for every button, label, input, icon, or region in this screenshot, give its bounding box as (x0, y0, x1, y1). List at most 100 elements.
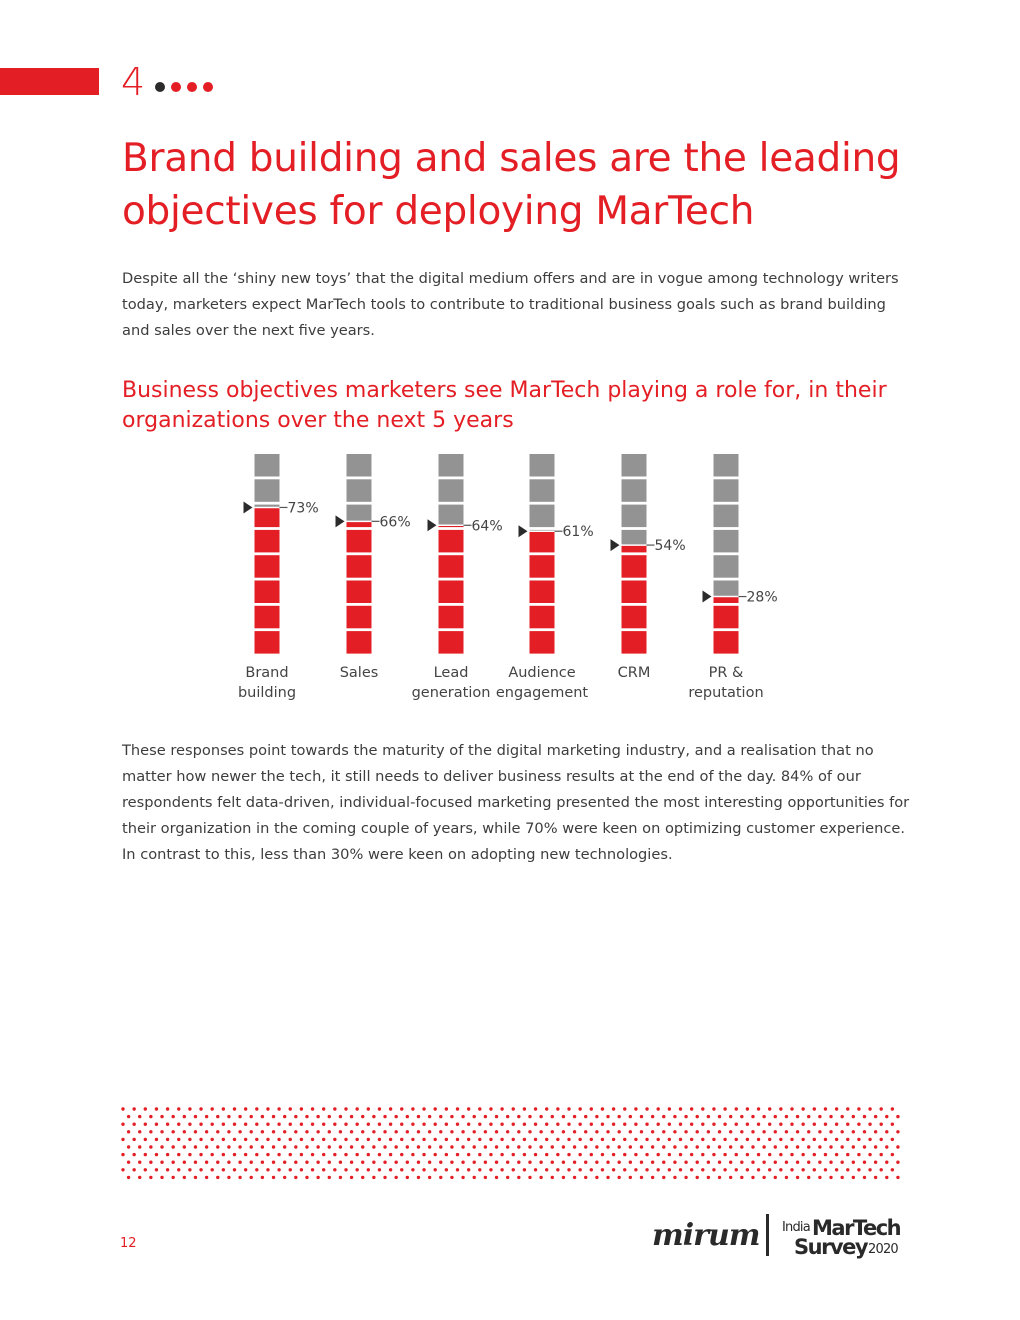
pattern-dot (143, 1152, 147, 1157)
pattern-dot (216, 1130, 220, 1134)
pattern-dot (868, 1122, 872, 1126)
pattern-dot (595, 1160, 599, 1164)
value-label: 64% (472, 518, 503, 534)
pattern-dot (338, 1130, 343, 1134)
pattern-dot (550, 1130, 554, 1134)
pattern-dot (355, 1107, 359, 1111)
pattern-dot (617, 1160, 621, 1164)
pattern-dot (327, 1175, 331, 1180)
pattern-dot (701, 1152, 705, 1157)
pattern-dot (751, 1160, 755, 1164)
pattern-dot (489, 1122, 493, 1126)
pattern-dot (762, 1145, 766, 1149)
pattern-dot (305, 1175, 309, 1180)
pattern-dot (483, 1160, 488, 1164)
pattern-dot (545, 1137, 549, 1142)
pattern-dot (439, 1114, 443, 1119)
pattern-dot (650, 1130, 655, 1134)
bar-segment (438, 504, 464, 526)
pattern-dot (316, 1175, 320, 1180)
pattern-dot (400, 1152, 404, 1157)
pattern-dot (606, 1114, 610, 1119)
pattern-dot (600, 1137, 605, 1142)
bar-segment (621, 631, 647, 654)
pattern-dot (143, 1122, 147, 1126)
pattern-dot (717, 1130, 722, 1134)
pattern-dot (182, 1160, 187, 1164)
pattern-dot (595, 1175, 599, 1180)
pattern-dot (851, 1160, 856, 1164)
pattern-dot (667, 1122, 672, 1126)
pattern-dot (466, 1152, 471, 1157)
pattern-dot (862, 1160, 867, 1164)
pattern-dot (394, 1130, 398, 1134)
pattern-dot (879, 1137, 883, 1142)
pattern-dot (885, 1130, 889, 1134)
pattern-dot (450, 1130, 454, 1134)
pattern-dot (673, 1114, 677, 1119)
pattern-dot (138, 1145, 142, 1149)
pattern-dot (623, 1168, 627, 1172)
pattern-dot (768, 1137, 772, 1142)
pattern-dot (567, 1168, 571, 1172)
pattern-dot (249, 1175, 253, 1180)
pattern-dot (645, 1137, 649, 1142)
bar-segment (621, 504, 647, 528)
pattern-dot (299, 1168, 304, 1172)
pattern-dot (500, 1137, 504, 1142)
pattern-dot (310, 1122, 315, 1126)
pattern-dot (600, 1152, 605, 1157)
pattern-dot (439, 1145, 443, 1149)
mirum-logo: mirum (652, 1218, 760, 1253)
pattern-dot (427, 1175, 432, 1180)
pattern-dot (639, 1160, 644, 1164)
pattern-dot (221, 1168, 226, 1172)
pattern-dot (896, 1160, 900, 1164)
pattern-dot (427, 1145, 432, 1149)
pattern-dot (255, 1107, 259, 1111)
pattern-dot (193, 1160, 198, 1164)
pattern-dot (862, 1175, 867, 1180)
pattern-dot (545, 1152, 549, 1157)
pattern-dot (600, 1168, 605, 1172)
pattern-dot (221, 1137, 226, 1142)
pattern-dot (556, 1107, 560, 1111)
pattern-dot (193, 1130, 198, 1134)
pattern-dot (595, 1130, 599, 1134)
pattern-dot (684, 1145, 688, 1149)
pattern-dot (210, 1107, 214, 1111)
bar-segment (254, 631, 280, 654)
section-dot (171, 82, 181, 92)
pattern-dot (689, 1152, 694, 1157)
pattern-dot (567, 1122, 571, 1126)
pattern-dot (422, 1168, 426, 1172)
pattern-dot (695, 1114, 699, 1119)
pattern-dot (762, 1175, 766, 1180)
pattern-dot (149, 1175, 153, 1180)
bar-segment (346, 529, 372, 553)
pattern-dot (177, 1137, 181, 1142)
pattern-dot (773, 1114, 777, 1119)
survey-logo-india: India (782, 1220, 811, 1235)
pattern-dot (361, 1114, 365, 1119)
pattern-dot (322, 1152, 326, 1157)
pattern-dot (149, 1160, 153, 1164)
pattern-dot (584, 1145, 588, 1149)
pattern-dot (589, 1168, 593, 1172)
pattern-dot (639, 1114, 644, 1119)
pattern-dot (327, 1145, 331, 1149)
pattern-dot (294, 1114, 298, 1119)
pattern-dot (528, 1145, 532, 1149)
pattern-dot (545, 1168, 549, 1172)
pattern-dot (388, 1107, 393, 1111)
pattern-dot (779, 1122, 783, 1126)
pattern-dot (494, 1130, 499, 1134)
pattern-dot (511, 1152, 515, 1157)
pattern-dot (740, 1130, 744, 1134)
pattern-dot (840, 1160, 844, 1164)
pattern-dot (879, 1107, 883, 1111)
pattern-dot (282, 1114, 287, 1119)
pattern-dot (812, 1137, 816, 1142)
pattern-dot (706, 1145, 711, 1149)
pattern-dot (294, 1175, 298, 1180)
